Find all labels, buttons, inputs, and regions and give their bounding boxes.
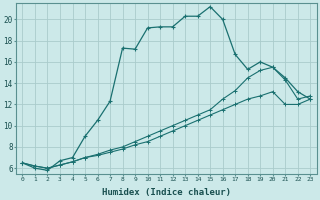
X-axis label: Humidex (Indice chaleur): Humidex (Indice chaleur) [102, 188, 231, 197]
